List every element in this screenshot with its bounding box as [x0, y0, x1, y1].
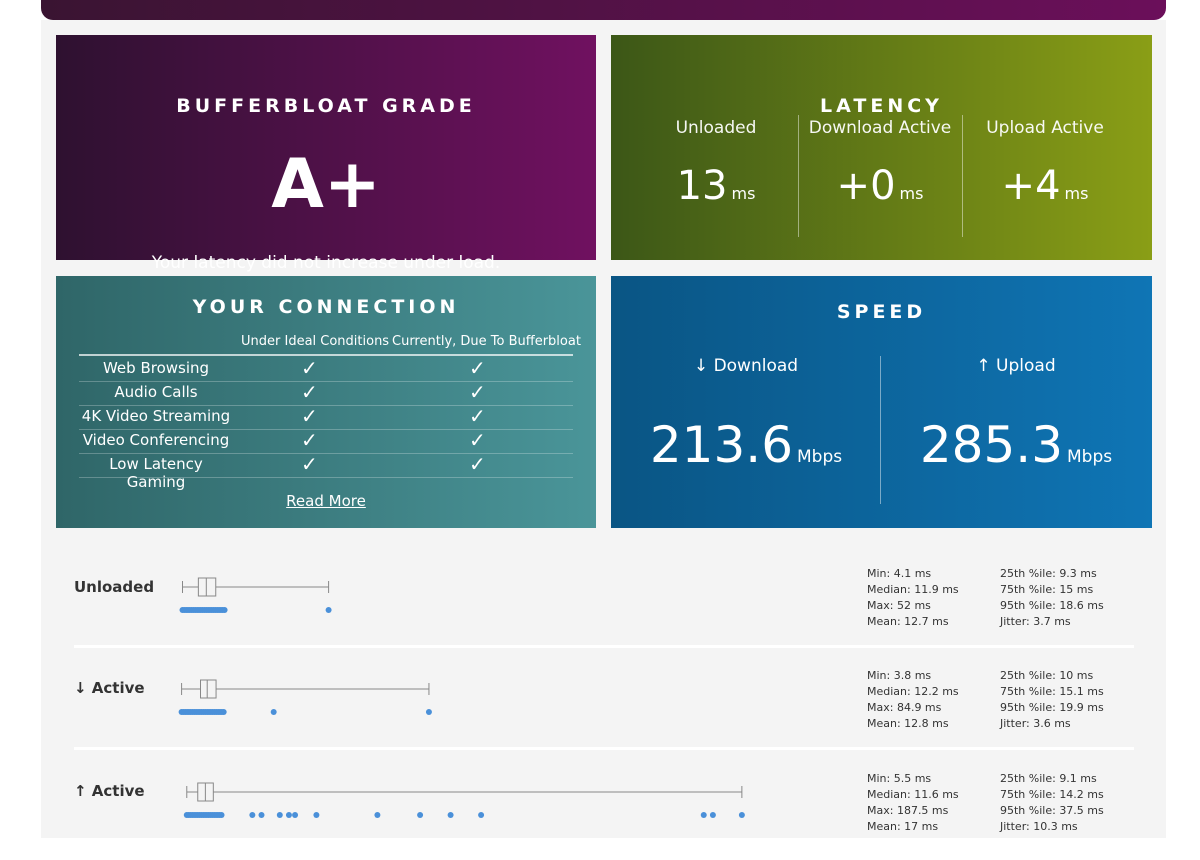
download-speed: ↓ Download 213.6 Mbps	[611, 356, 881, 474]
grade-title: BUFFERBLOAT GRADE	[176, 95, 476, 117]
check-icon: ✓	[469, 380, 486, 404]
speed-card: SPEED ↓ Download 213.6 Mbps ↑ Upload 285.…	[611, 276, 1152, 528]
connection-row: 4K Video Streaming ✓ ✓	[79, 404, 573, 430]
stats-right: 25th %ile: 9.3 ms 75th %ile: 15 ms 95th %i…	[1000, 567, 1104, 628]
latency-label: Download Active	[808, 118, 952, 138]
connection-row: Low Latency Gaming ✓ ✓	[79, 452, 573, 491]
outlier-dot	[417, 812, 424, 818]
download-value: 213.6	[649, 416, 794, 474]
check-icon: ✓	[301, 356, 318, 380]
divider	[798, 115, 799, 237]
check-icon: ✓	[469, 404, 486, 428]
boxplot-upload-active	[183, 782, 745, 818]
row-divider	[74, 747, 1134, 750]
stats-right: 25th %ile: 10 ms 75th %ile: 15.1 ms 95th %…	[1000, 669, 1104, 730]
row-divider	[74, 645, 1134, 648]
upload-label: ↑ Upload	[976, 356, 1056, 376]
iqr-box	[197, 577, 217, 597]
latency-download-active: Download Active +0 ms	[798, 115, 962, 235]
latency-label: Upload Active	[986, 118, 1104, 138]
column-header-ideal: Under Ideal Conditions	[241, 334, 390, 349]
row-label: ↓ Active	[74, 679, 145, 697]
check-icon: ✓	[301, 380, 318, 404]
latency-row-download-active: ↓ Active Min: 3.8 ms Median: 12.2 ms Max: …	[74, 669, 1134, 757]
read-more-link[interactable]: Read More	[286, 492, 366, 510]
activity-name: Video Conferencing	[82, 431, 230, 449]
latency-value: +4 ms	[1001, 163, 1089, 209]
check-icon: ✓	[301, 404, 318, 428]
check-icon: ✓	[469, 356, 486, 380]
check-icon: ✓	[469, 452, 486, 476]
sample-dot	[221, 607, 228, 613]
sample-dot	[218, 812, 225, 818]
upload-value: 285.3	[919, 416, 1064, 474]
boxplot-download-active	[178, 679, 432, 715]
check-icon: ✓	[469, 428, 486, 452]
column-header-current: Currently, Due To Bufferbloat	[392, 334, 581, 349]
latency-card: LATENCY Unloaded 13 ms Download Active +0…	[611, 35, 1152, 260]
top-bar	[41, 0, 1166, 20]
speed-title: SPEED	[836, 301, 927, 323]
iqr-box	[200, 679, 217, 699]
divider	[880, 356, 881, 504]
latency-unloaded: Unloaded 13 ms	[634, 115, 798, 235]
connection-title: YOUR CONNECTION	[192, 296, 460, 318]
header-divider	[79, 354, 573, 356]
latency-value: +0 ms	[836, 163, 924, 209]
connection-row: Video Conferencing ✓ ✓	[79, 428, 573, 454]
upload-unit: Mbps	[1067, 447, 1113, 467]
check-icon: ✓	[301, 452, 318, 476]
outlier-dot	[425, 709, 432, 715]
latency-upload-active: Upload Active +4 ms	[963, 115, 1127, 235]
activity-name: 4K Video Streaming	[81, 407, 231, 425]
outlier-dot	[270, 709, 277, 715]
boxplot-unloaded	[179, 577, 332, 613]
stats-right: 25th %ile: 9.1 ms 75th %ile: 14.2 ms 95th …	[1000, 772, 1104, 833]
outlier-dot	[285, 812, 292, 818]
grade-message: Your latency did not increase under load…	[151, 253, 501, 273]
outlier-dot	[313, 812, 320, 818]
latency-label: Unloaded	[675, 118, 757, 138]
activity-name: Web Browsing	[102, 359, 210, 377]
outlier-dot	[478, 812, 485, 818]
check-icon: ✓	[301, 428, 318, 452]
stats-left: Min: 5.5 ms Median: 11.6 ms Max: 187.5 ms M…	[867, 772, 959, 833]
activity-name: Audio Calls	[114, 383, 198, 401]
connection-row: Audio Calls ✓ ✓	[79, 380, 573, 406]
outlier-dot	[249, 812, 256, 818]
latency-row-upload-active: ↑ Active Min: 5.5 ms Median: 11.6 ms Max: …	[74, 772, 1134, 860]
outlier-dot	[374, 812, 381, 818]
outlier-dot	[709, 812, 716, 818]
outlier-dot	[258, 812, 265, 818]
sample-dot	[220, 709, 227, 715]
latency-row-unloaded: Unloaded Min: 4.1 ms Median: 11.9 ms Max: …	[74, 567, 1134, 655]
download-unit: Mbps	[797, 447, 843, 467]
download-label: ↓ Download	[693, 356, 799, 376]
activity-name: Low Latency Gaming	[109, 455, 203, 491]
upload-speed: ↑ Upload 285.3 Mbps	[881, 356, 1151, 474]
divider	[962, 115, 963, 237]
outlier-dot	[700, 812, 707, 818]
outlier-dot	[292, 812, 299, 818]
your-connection-card: YOUR CONNECTION Under Ideal Conditions C…	[56, 276, 596, 528]
stats-left: Min: 3.8 ms Median: 12.2 ms Max: 84.9 ms Me…	[867, 669, 959, 730]
stats-left: Min: 4.1 ms Median: 11.9 ms Max: 52 ms Mean…	[867, 567, 959, 628]
bufferbloat-grade-card: BUFFERBLOAT GRADE A+ Your latency did no…	[56, 35, 596, 273]
row-label: ↑ Active	[74, 782, 145, 800]
outlier-dot	[738, 812, 745, 818]
grade-value: A+	[271, 145, 381, 224]
connection-row: Web Browsing ✓ ✓	[79, 356, 573, 382]
outlier-dot	[325, 607, 332, 613]
outlier-dot	[447, 812, 454, 818]
latency-title: LATENCY	[820, 95, 943, 117]
row-label: Unloaded	[74, 578, 155, 596]
latency-value: 13 ms	[676, 163, 756, 209]
outlier-dot	[276, 812, 283, 818]
